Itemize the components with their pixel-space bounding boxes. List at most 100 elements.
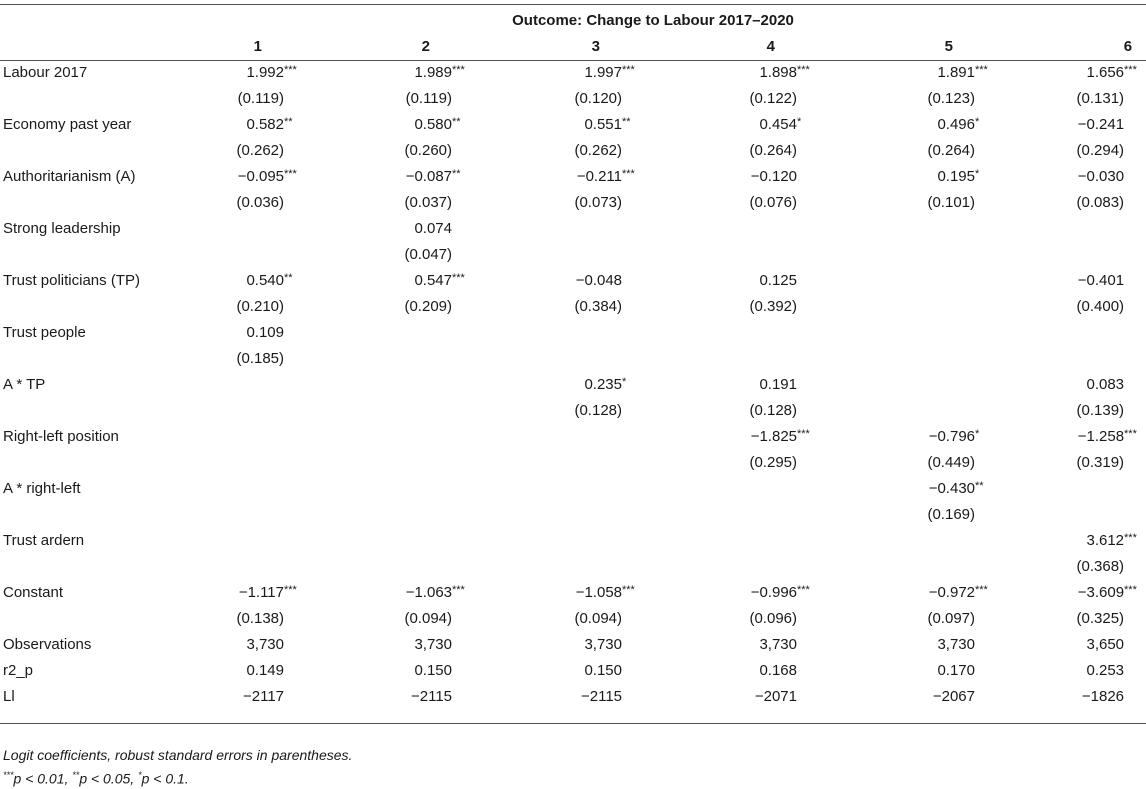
significance-stars: **: [284, 272, 293, 284]
table-cell: (0.262): [474, 138, 644, 164]
table-cell: [819, 268, 997, 294]
table-cell: (0.094): [474, 606, 644, 632]
table-row: r2_p 0.149 0.150 0.150 0.168 0.170 0.253: [0, 658, 1146, 684]
table-cell: [160, 424, 306, 450]
table-cell: [997, 346, 1146, 372]
table-cell: 3,730: [160, 632, 306, 658]
cell-value: 0.551: [584, 116, 622, 133]
table-cell: −2067: [819, 684, 997, 710]
column-number-row: 1 2 3 4 5 6: [0, 34, 1146, 60]
table-cell: −0.048: [474, 268, 644, 294]
table-cell: 0.191: [644, 372, 819, 398]
table-cell: (0.400): [997, 294, 1146, 320]
cell-value: −1.117: [238, 584, 284, 601]
regression-table: Outcome: Change to Labour 2017–2020 1 2 …: [0, 8, 1146, 710]
table-cell: [644, 320, 819, 346]
significance-stars: ***: [797, 584, 810, 596]
table-row: (0.036) (0.037) (0.073) (0.076) (0.101) (0.08…: [0, 190, 1146, 216]
table-cell: [997, 320, 1146, 346]
table-cell: [819, 528, 997, 554]
table-cell: (0.131): [997, 86, 1146, 112]
cell-value: −2115: [580, 688, 622, 705]
table-cell: [474, 346, 644, 372]
cell-value: (0.128): [749, 402, 797, 419]
outcome-label: Outcome: Change to Labour 2017–2020: [512, 12, 794, 29]
cell-value: 0.125: [759, 272, 797, 289]
cell-value: (0.262): [236, 142, 284, 159]
table-cell: 0.496*: [819, 112, 997, 138]
table-cell: (0.169): [819, 502, 997, 528]
column-header: 5: [944, 38, 953, 55]
cell-value: 0.150: [584, 662, 622, 679]
row-label: r2_p: [3, 662, 34, 679]
row-label: [0, 242, 160, 268]
table-cell: 3,730: [819, 632, 997, 658]
table-cell: −2115: [474, 684, 644, 710]
cell-value: 1.891: [937, 64, 975, 81]
table-cell: (0.101): [819, 190, 997, 216]
row-label: Authoritarianism (A): [3, 168, 136, 185]
row-label: Trust ardern: [3, 532, 85, 549]
table-cell: 0.582**: [160, 112, 306, 138]
table-row: A * TP 0.235* 0.191 0.083: [0, 372, 1146, 398]
table-row: Constant −1.117*** −1.063*** −1.058*** −0.99…: [0, 580, 1146, 606]
table-cell: [474, 424, 644, 450]
table-cell: (0.120): [474, 86, 644, 112]
table-cell: [997, 216, 1146, 242]
table-cell: [997, 242, 1146, 268]
significance-stars: ***: [284, 64, 297, 76]
cell-value: 0.253: [1086, 662, 1125, 679]
table-cell: 3,650: [997, 632, 1146, 658]
table-cell: 0.235*: [474, 372, 644, 398]
table-cell: [474, 476, 644, 502]
table-row: (0.368): [0, 554, 1146, 580]
row-label: Strong leadership: [3, 220, 121, 237]
table-cell: [306, 320, 474, 346]
cell-value: (0.123): [927, 90, 975, 107]
row-label: [0, 398, 160, 424]
table-cell: (0.123): [819, 86, 997, 112]
cell-value: (0.400): [1076, 298, 1125, 315]
table-row: Right-left position −1.825*** −0.796* −1.25…: [0, 424, 1146, 450]
cell-value: −0.211: [576, 168, 622, 185]
table-cell: [306, 528, 474, 554]
significance-stars: **: [452, 168, 461, 180]
column-header: 2: [421, 38, 430, 55]
table-cell: [819, 554, 997, 580]
row-label: Trust people: [3, 324, 86, 341]
row-label: Ll: [3, 688, 15, 705]
table-cell: 0.454*: [644, 112, 819, 138]
cell-value: −1826: [1081, 688, 1125, 705]
cell-value: (0.047): [404, 246, 452, 263]
cell-value: (0.294): [1076, 142, 1125, 159]
table-cell: −0.401: [997, 268, 1146, 294]
table-cell: 1.891***: [819, 60, 997, 86]
cell-value: −0.120: [750, 168, 797, 185]
table-cell: −2117: [160, 684, 306, 710]
table-cell: [819, 372, 997, 398]
cell-value: 3,730: [584, 636, 622, 653]
significance-stars: *: [975, 168, 980, 180]
row-label: [0, 554, 160, 580]
table-cell: 1.898***: [644, 60, 819, 86]
cell-value: (0.094): [574, 610, 622, 627]
table-cell: [160, 450, 306, 476]
cell-value: 1.992: [246, 64, 284, 81]
cell-value: (0.076): [749, 194, 797, 211]
cell-value: (0.128): [574, 402, 622, 419]
table-cell: [819, 346, 997, 372]
table-cell: 3,730: [474, 632, 644, 658]
cell-value: −0.030: [1077, 168, 1125, 185]
table-cell: [819, 398, 997, 424]
table-cell: (0.210): [160, 294, 306, 320]
table-cell: (0.047): [306, 242, 474, 268]
table-cell: 1.989***: [306, 60, 474, 86]
significance-stars: **: [622, 116, 631, 128]
table-cell: [306, 398, 474, 424]
table-cell: [644, 476, 819, 502]
cell-value: 1.989: [414, 64, 452, 81]
table-cell: [160, 476, 306, 502]
table-row: Trust politicians (TP) 0.540** 0.547*** −0.…: [0, 268, 1146, 294]
table-cell: [819, 320, 997, 346]
